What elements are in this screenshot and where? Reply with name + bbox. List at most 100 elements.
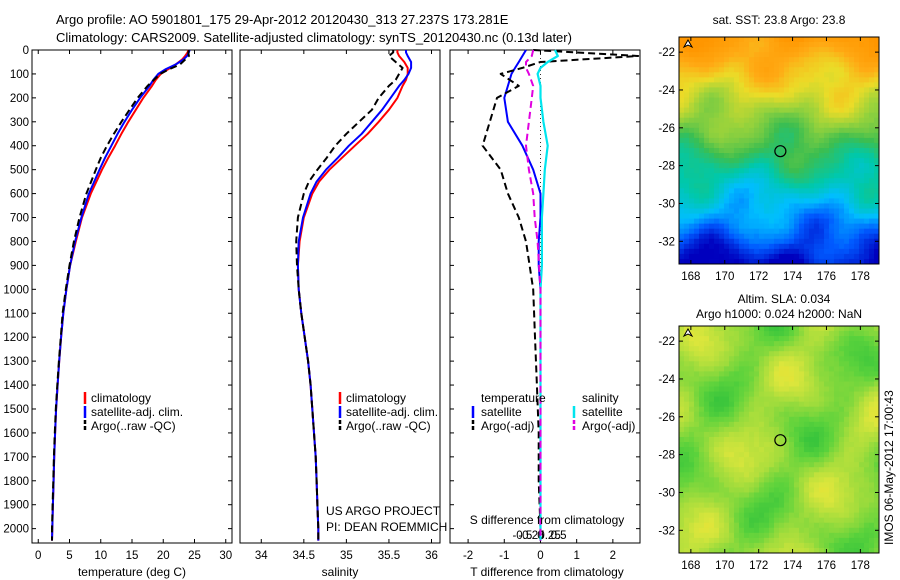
map-cell [694,467,700,473]
map-cell [839,532,845,539]
map-cell [734,97,740,104]
map-cell [789,502,795,509]
map-cell [819,431,825,438]
map-cell [804,351,810,357]
map-cell [859,147,865,154]
map-cell [779,452,785,458]
map-cell [864,193,870,200]
map-cell [774,253,780,260]
map-cell [819,37,825,43]
map-cell [739,517,745,524]
map-cell [839,517,845,524]
map-cell [764,492,770,499]
map-cell [829,168,835,174]
map-cell [684,218,690,225]
map-cell [814,173,820,179]
map-cell [739,547,745,553]
map-cell [724,168,730,174]
map-cell [844,421,850,428]
map-cell [759,173,765,179]
map-cell [774,351,780,357]
map-cell [824,361,830,367]
map-cell [864,452,870,458]
map-cell [869,426,875,433]
map-cell [699,361,705,367]
map-cell [829,132,835,139]
map-cell [849,336,855,342]
map-cell [829,92,835,99]
map-cell [839,477,845,483]
map-cell [704,127,710,134]
map-cell [754,502,760,509]
map-cell [829,527,835,534]
map-cell [789,107,795,114]
map-cell [799,67,805,73]
map-cell [769,117,775,124]
map-cell [809,391,815,398]
map-cell [744,248,750,255]
map-cell [854,477,860,483]
map-cell [729,356,735,362]
map-cell [854,411,860,418]
map-cell [844,208,850,215]
map-cell [829,351,835,357]
map-cell [764,228,770,235]
map-cell [689,517,695,524]
map-cell [789,411,795,418]
map-cell [849,137,855,144]
map-cell [749,431,755,438]
map-cell [679,173,685,179]
map-cell [739,102,745,109]
map-cell [704,57,710,63]
map-cell [804,173,810,179]
map-cell [849,127,855,134]
map-cell [809,527,815,534]
map-cell [719,117,725,124]
map-cell [724,213,730,220]
map-cell [694,371,700,378]
map-cell [874,153,879,159]
map-cell [774,52,780,58]
map-cell [829,326,835,332]
map-cell [689,117,695,124]
map-cell [679,421,685,428]
map-cell [749,42,755,48]
map-cell [794,477,800,483]
map-cell [759,411,765,418]
map-cell [694,208,700,215]
map-cell [694,228,700,235]
map-cell [804,507,810,514]
map-cell [789,87,795,94]
map-cell [744,336,750,342]
map-cell [819,426,825,433]
map-cell [764,391,770,398]
map-cell [869,153,875,159]
map-cell [689,213,695,220]
sla-map-title: Altim. SLA: 0.034 [738,292,831,306]
map-cell [684,163,690,169]
map-cell [704,62,710,68]
map-cell [794,183,800,189]
map-cell [754,381,760,388]
map-cell [799,97,805,104]
map-cell [734,391,740,398]
map-cell [854,92,860,99]
map-cell [784,183,790,189]
map-cell [694,436,700,443]
map-cell [809,366,815,372]
map-cell [799,421,805,428]
map-cell [734,77,740,83]
map-cell [699,381,705,388]
map-cell [779,183,785,189]
map-cell [854,492,860,499]
map-cell [834,258,840,264]
map-cell [789,233,795,240]
map-cell [804,391,810,398]
map-cell [739,77,745,83]
map-cell [689,87,695,94]
map-cell [809,102,815,109]
map-cell [794,391,800,398]
map-cell [869,122,875,129]
map-cell [779,62,785,68]
map-cell [714,462,720,468]
